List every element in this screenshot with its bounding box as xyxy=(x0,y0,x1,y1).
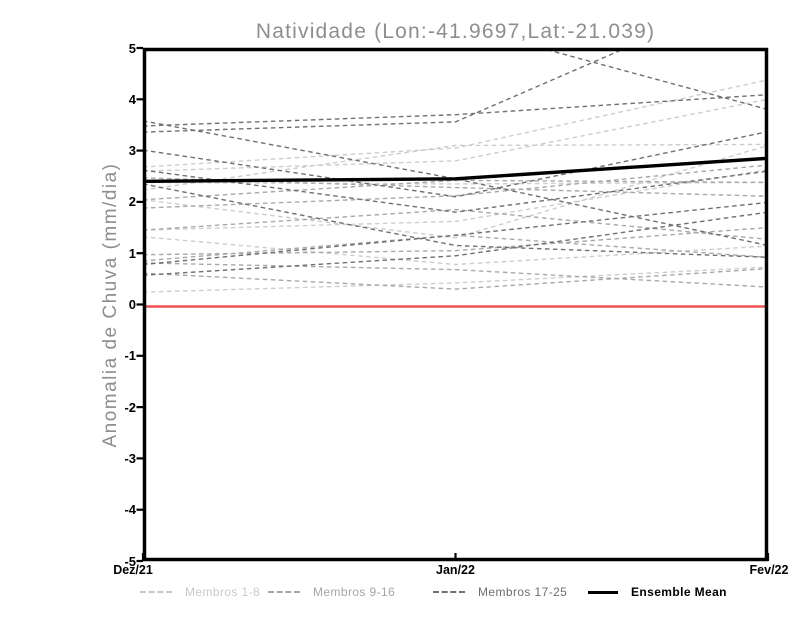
member-line xyxy=(146,164,765,209)
member-line xyxy=(146,131,765,198)
member-line xyxy=(146,266,765,293)
chart-title: Natividade (Lon:-41.9697,Lat:-21.039) xyxy=(255,20,656,43)
member-line xyxy=(146,234,765,262)
legend-item-membros-9-16: Membros 9-16 xyxy=(268,584,395,600)
member-line xyxy=(146,227,765,256)
legend-label: Membros 17-25 xyxy=(478,585,568,599)
member-line xyxy=(146,262,765,288)
solid-line-swatch xyxy=(588,590,618,594)
member-line xyxy=(146,99,765,172)
member-line xyxy=(146,208,765,240)
legend-item-ensemble-mean: Ensemble Mean xyxy=(588,584,727,600)
y-tick-label: 2 xyxy=(128,194,136,210)
y-tick-label: 4 xyxy=(128,91,136,107)
ensemble-mean-line xyxy=(146,156,765,184)
member-line xyxy=(146,268,765,290)
member-line xyxy=(146,51,621,133)
x-tick-label: Fev/22 xyxy=(749,563,789,577)
chart-legend: Membros 1-8 Membros 9-16 Membros 17-25 Ense… xyxy=(0,584,800,602)
x-tick-label: Dez/21 xyxy=(113,563,153,577)
y-tick-label: -5 xyxy=(124,553,136,569)
legend-item-membros-17-25: Membros 17-25 xyxy=(433,584,567,600)
dashed-line-swatch xyxy=(140,591,172,593)
member-line xyxy=(146,236,765,266)
member-line xyxy=(146,169,765,213)
x-tick-label: Jan/22 xyxy=(436,563,475,577)
legend-item-membros-1-8: Membros 1-8 xyxy=(140,584,260,600)
member-line xyxy=(146,202,765,265)
y-tick-label: -4 xyxy=(124,502,136,518)
member-line xyxy=(146,120,765,246)
y-tick-label: -2 xyxy=(124,399,136,415)
member-line xyxy=(146,94,765,127)
y-tick-label: 3 xyxy=(128,143,136,159)
y-tick-label: 0 xyxy=(128,297,136,312)
dashed-line-swatch xyxy=(433,591,465,593)
member-line xyxy=(146,169,765,231)
member-line xyxy=(146,79,765,168)
plot-border xyxy=(142,47,769,562)
y-tick-label: -1 xyxy=(124,348,136,364)
y-tick-label: 5 xyxy=(128,40,136,56)
y-tick-label: 1 xyxy=(128,245,136,261)
member-line xyxy=(146,143,765,191)
member-line xyxy=(146,181,765,185)
member-line xyxy=(146,183,765,258)
dashed-line-swatch xyxy=(268,591,300,593)
member-line xyxy=(146,211,765,276)
legend-label: Membros 9-16 xyxy=(313,585,396,599)
member-line xyxy=(146,145,765,239)
legend-label: Membros 1-8 xyxy=(185,585,261,599)
member-line xyxy=(549,51,765,110)
legend-label: Ensemble Mean xyxy=(631,585,727,599)
y-tick-label: -3 xyxy=(124,450,136,466)
